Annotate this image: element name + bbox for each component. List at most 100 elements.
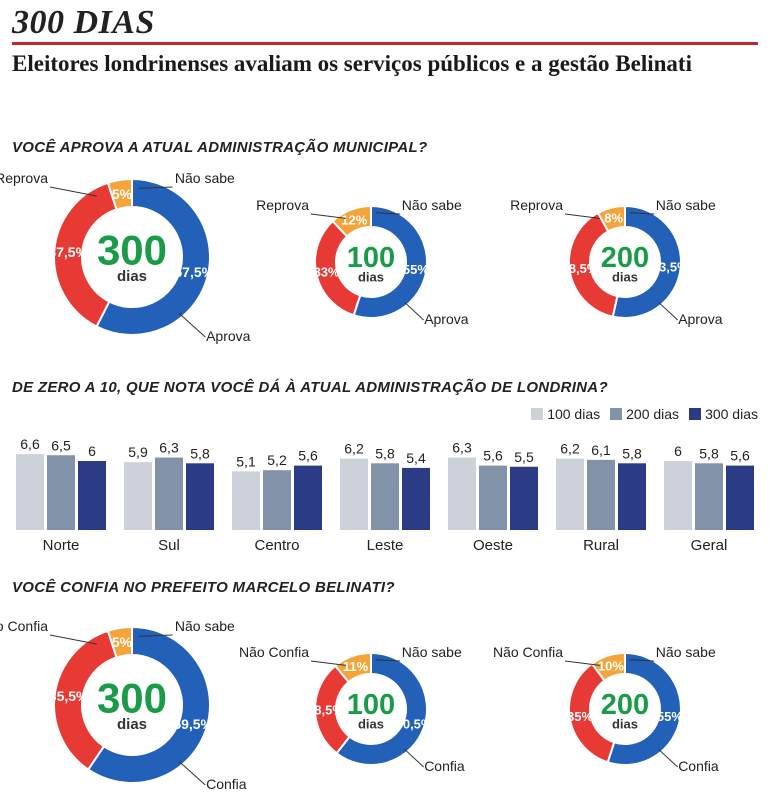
donut-slice-não-confia [53, 629, 118, 771]
bar-value-label: 5,6 [298, 448, 318, 464]
legend-swatch [531, 408, 544, 420]
approval-question: VOCÊ APROVA A ATUAL ADMINISTRAÇÃO MUNICI… [12, 139, 428, 156]
leader-line [629, 212, 655, 215]
leader-line [375, 212, 401, 215]
bar-200-dias [695, 463, 723, 530]
center-number: 200 [601, 242, 649, 274]
center-unit: dias [358, 717, 384, 732]
bar-200-dias [155, 457, 183, 530]
slice-category-label: Não sabe [175, 170, 235, 186]
bar-value-label: 5,8 [190, 445, 210, 461]
category-label: Leste [367, 537, 404, 554]
bar-200-dias [263, 470, 291, 530]
bar-100-dias [124, 462, 152, 530]
bar-value-label: 5,4 [406, 450, 426, 466]
slice-value-label: 35% [567, 709, 593, 724]
bar-value-label: 6,5 [51, 437, 71, 453]
slice-value-label: 28,5% [307, 702, 344, 717]
bar-100-dias [232, 471, 260, 530]
center-unit: dias [117, 716, 147, 733]
bar-value-label: 5,6 [730, 448, 750, 464]
donut-slice-confia [606, 651, 682, 766]
leader-line [404, 301, 424, 321]
leader-line [564, 213, 600, 219]
slice-category-label: Não sabe [402, 644, 462, 660]
legend-item-200: 200 dias [610, 406, 679, 422]
slice-category-label: Aprova [206, 328, 251, 344]
bar-legend: 100 dias 200 dias 300 dias [531, 406, 758, 422]
center-number: 100 [347, 689, 395, 721]
bar-300-dias [186, 463, 214, 530]
slice-value-label: 11% [343, 659, 369, 674]
bar-value-label: 5,2 [267, 452, 287, 468]
slice-category-label: Não sabe [175, 618, 235, 634]
slice-value-label: 55% [403, 262, 429, 277]
slice-category-label: Confia [678, 758, 719, 774]
slice-value-label: 60,5% [396, 716, 433, 731]
trust-question: VOCÊ CONFIA NO PREFEITO MARCELO BELINATI… [12, 579, 395, 596]
slice-category-label: Não Confia [493, 644, 563, 660]
bar-100-dias [448, 457, 476, 530]
grade-question: DE ZERO A 10, QUE NOTA VOCÊ DÁ À ATUAL A… [12, 379, 608, 396]
slice-value-label: 59,5% [173, 716, 213, 732]
leader-line [178, 312, 206, 338]
headline: Eleitores londrinenses avaliam os serviç… [12, 51, 692, 76]
leader-line [375, 659, 401, 662]
center-unit: dias [358, 270, 384, 285]
bar-100-dias [340, 458, 368, 530]
slice-category-label: Aprova [678, 311, 723, 327]
slice-category-label: Não sabe [656, 197, 716, 213]
bar-300-dias [510, 466, 538, 530]
bar-value-label: 5,9 [128, 444, 148, 460]
center-unit: dias [612, 717, 638, 732]
legend-label: 300 dias [705, 406, 758, 422]
leader-line [658, 748, 678, 768]
leader-line [310, 660, 346, 666]
kicker: 300 DIAS [12, 4, 155, 41]
leader-line [629, 659, 655, 662]
bar-300-dias [294, 465, 322, 530]
bar-300-dias [402, 467, 430, 530]
category-label: Norte [43, 537, 80, 554]
donut-slice-aprova [611, 204, 682, 319]
leader-line [138, 186, 173, 189]
category-label: Rural [583, 537, 619, 554]
center-number: 200 [601, 689, 649, 721]
slice-value-label: 35,5% [49, 688, 89, 704]
bar-value-label: 6,6 [20, 436, 40, 452]
slice-category-label: Confia [424, 758, 465, 774]
slice-value-label: 8% [604, 211, 623, 226]
donut-slice-não-sabe [590, 651, 626, 683]
donut-slice-não-sabe [106, 625, 133, 659]
title-rule [12, 42, 758, 45]
bar-200-dias [371, 463, 399, 530]
slice-value-label: 5% [112, 634, 133, 650]
bar-100-dias [556, 458, 584, 530]
bar-100-dias [664, 461, 692, 530]
leader-line [138, 634, 173, 637]
slice-category-label: Não Confia [0, 618, 48, 634]
donut-slice-confia [335, 651, 428, 766]
leader-line [310, 213, 346, 219]
donut-slice-aprova [352, 204, 428, 319]
bar-value-label: 5,8 [622, 445, 642, 461]
slice-category-label: Aprova [424, 311, 469, 327]
legend-swatch [689, 408, 702, 420]
center-number: 100 [347, 242, 395, 274]
leader-line [564, 660, 600, 666]
bar-value-label: 6,3 [452, 440, 472, 456]
donut-slice-reprova [53, 181, 118, 328]
bar-value-label: 6,2 [344, 441, 364, 457]
slice-value-label: 37,5% [48, 244, 88, 260]
leader-line [178, 760, 206, 786]
slice-value-label: 12% [341, 212, 367, 227]
category-label: Sul [158, 537, 180, 554]
center-number: 300 [97, 227, 167, 274]
category-label: Oeste [473, 537, 513, 554]
legend-label: 100 dias [547, 406, 601, 422]
bar-300-dias [78, 461, 106, 530]
bar-value-label: 6,3 [159, 440, 179, 456]
legend-label: 200 dias [626, 406, 680, 422]
slice-value-label: 5% [112, 186, 133, 202]
